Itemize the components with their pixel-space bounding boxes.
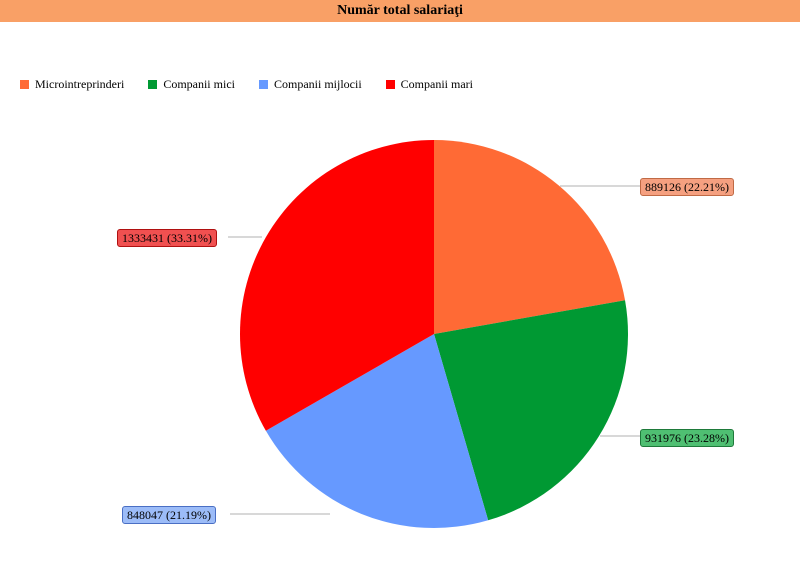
- data-label-companii-mici: 931976 (23.28%): [640, 429, 734, 447]
- legend-item-companii-mijlocii: Companii mijlocii: [258, 77, 362, 92]
- pie-slice-companii-mari: [240, 140, 434, 431]
- pie-slice-companii-mijlocii: [265, 334, 489, 528]
- legend-swatch: [258, 80, 268, 89]
- data-label-companii-mari: 1333431 (33.31%): [117, 229, 217, 247]
- legend-item-companii-mici: Companii mici: [148, 77, 235, 92]
- data-label-companii-mijlocii: 848047 (21.19%): [122, 506, 216, 524]
- data-label-microintreprinderi: 889126 (22.21%): [640, 178, 734, 196]
- legend: Microintreprinderi Companii mici Compani…: [20, 77, 497, 92]
- legend-swatch: [148, 80, 158, 89]
- pie-slice-companii-mici: [434, 300, 628, 521]
- legend-swatch: [385, 80, 395, 89]
- legend-label: Companii mici: [163, 77, 235, 91]
- legend-label: Microintreprinderi: [35, 77, 125, 91]
- legend-label: Companii mari: [400, 77, 473, 91]
- legend-label: Companii mijlocii: [273, 77, 362, 91]
- chart-title: Număr total salariaţi: [0, 0, 800, 22]
- pie-slice-microintreprinderi: [434, 140, 626, 334]
- legend-item-companii-mari: Companii mari: [385, 77, 473, 92]
- legend-item-microintreprinderi: Microintreprinderi: [20, 77, 124, 92]
- legend-swatch: [20, 80, 29, 89]
